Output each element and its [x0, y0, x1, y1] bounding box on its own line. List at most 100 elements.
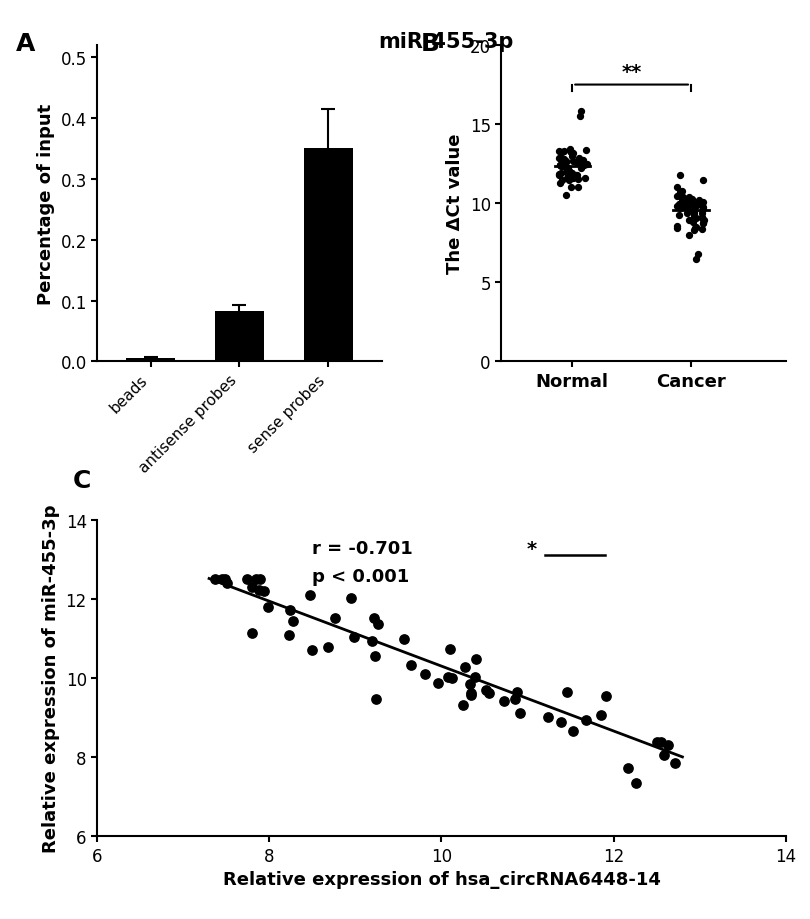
- Point: [693, 195, 706, 210]
- Point: [557, 157, 570, 172]
- Point: [680, 206, 693, 221]
- Point: [553, 144, 566, 159]
- Point: [557, 153, 570, 167]
- Point: [679, 198, 692, 212]
- X-axis label: Relative expression of hsa_circRNA6448-14: Relative expression of hsa_circRNA6448-1…: [223, 870, 660, 888]
- Point: [552, 168, 565, 183]
- Point: [671, 221, 684, 235]
- Point: [683, 213, 696, 228]
- Point: [510, 686, 523, 700]
- Point: [579, 143, 592, 158]
- Point: [682, 190, 695, 205]
- Point: [253, 584, 266, 598]
- Point: [304, 588, 317, 603]
- Point: [554, 715, 567, 730]
- Point: [565, 146, 578, 161]
- Point: [697, 202, 710, 217]
- Point: [322, 641, 335, 655]
- Y-axis label: The ΔCt value: The ΔCt value: [446, 134, 464, 274]
- Point: [697, 196, 710, 210]
- Point: [688, 204, 701, 219]
- Point: [553, 176, 566, 191]
- Text: r = -0.701: r = -0.701: [313, 539, 413, 558]
- Point: [654, 734, 667, 749]
- Point: [573, 109, 586, 124]
- Point: [697, 216, 710, 231]
- Point: [562, 161, 575, 176]
- Point: [371, 618, 384, 632]
- Point: [567, 169, 580, 184]
- Point: [464, 676, 477, 691]
- Point: [566, 150, 579, 165]
- Point: [692, 247, 705, 262]
- Point: [561, 165, 573, 180]
- Point: [556, 145, 569, 160]
- Point: [552, 152, 565, 166]
- Point: [673, 197, 686, 211]
- Point: [567, 724, 580, 739]
- Point: [245, 626, 258, 641]
- Point: [686, 193, 699, 208]
- Point: [580, 158, 593, 173]
- Point: [541, 710, 554, 725]
- Point: [556, 154, 569, 169]
- Point: [553, 158, 566, 173]
- Point: [674, 197, 687, 211]
- Point: [688, 208, 701, 222]
- Point: [464, 687, 477, 702]
- Bar: [215, 312, 264, 362]
- Point: [249, 572, 262, 587]
- Point: [671, 180, 684, 195]
- Point: [686, 199, 699, 214]
- Point: [674, 186, 687, 200]
- Point: [563, 174, 576, 188]
- Point: [574, 162, 587, 176]
- Point: [569, 155, 582, 170]
- Point: [565, 181, 578, 196]
- Point: [283, 628, 296, 642]
- Point: [680, 199, 693, 213]
- Point: [219, 572, 232, 587]
- Text: miR-455-3p: miR-455-3p: [377, 32, 514, 52]
- Point: [555, 166, 568, 181]
- Point: [245, 580, 258, 595]
- Point: [328, 611, 341, 626]
- Point: [691, 199, 704, 213]
- Text: B: B: [421, 32, 440, 56]
- Point: [688, 223, 701, 238]
- Point: [682, 228, 695, 243]
- Point: [366, 634, 379, 649]
- Point: [576, 153, 589, 168]
- Point: [480, 683, 492, 698]
- Point: [682, 203, 695, 218]
- Point: [696, 211, 709, 226]
- Point: [208, 572, 221, 587]
- Point: [567, 147, 580, 162]
- Point: [579, 713, 592, 728]
- Point: [572, 152, 585, 166]
- Point: [578, 172, 591, 187]
- Point: [697, 216, 710, 231]
- Point: [565, 146, 578, 161]
- Point: [684, 194, 697, 209]
- Point: [695, 222, 708, 237]
- Point: [569, 168, 582, 183]
- Point: [687, 210, 700, 225]
- Point: [688, 206, 701, 221]
- Point: [443, 642, 456, 657]
- Point: [676, 192, 688, 207]
- Point: [563, 142, 576, 157]
- Point: [695, 210, 708, 225]
- Point: [557, 144, 570, 159]
- Point: [347, 630, 360, 644]
- Point: [497, 694, 510, 709]
- Point: [574, 105, 587, 119]
- Point: [287, 614, 300, 629]
- Point: [570, 168, 583, 183]
- Point: [566, 154, 579, 169]
- Point: [674, 168, 687, 183]
- Point: [679, 195, 692, 210]
- Point: [676, 192, 689, 207]
- Point: [622, 761, 635, 776]
- Point: [241, 572, 254, 587]
